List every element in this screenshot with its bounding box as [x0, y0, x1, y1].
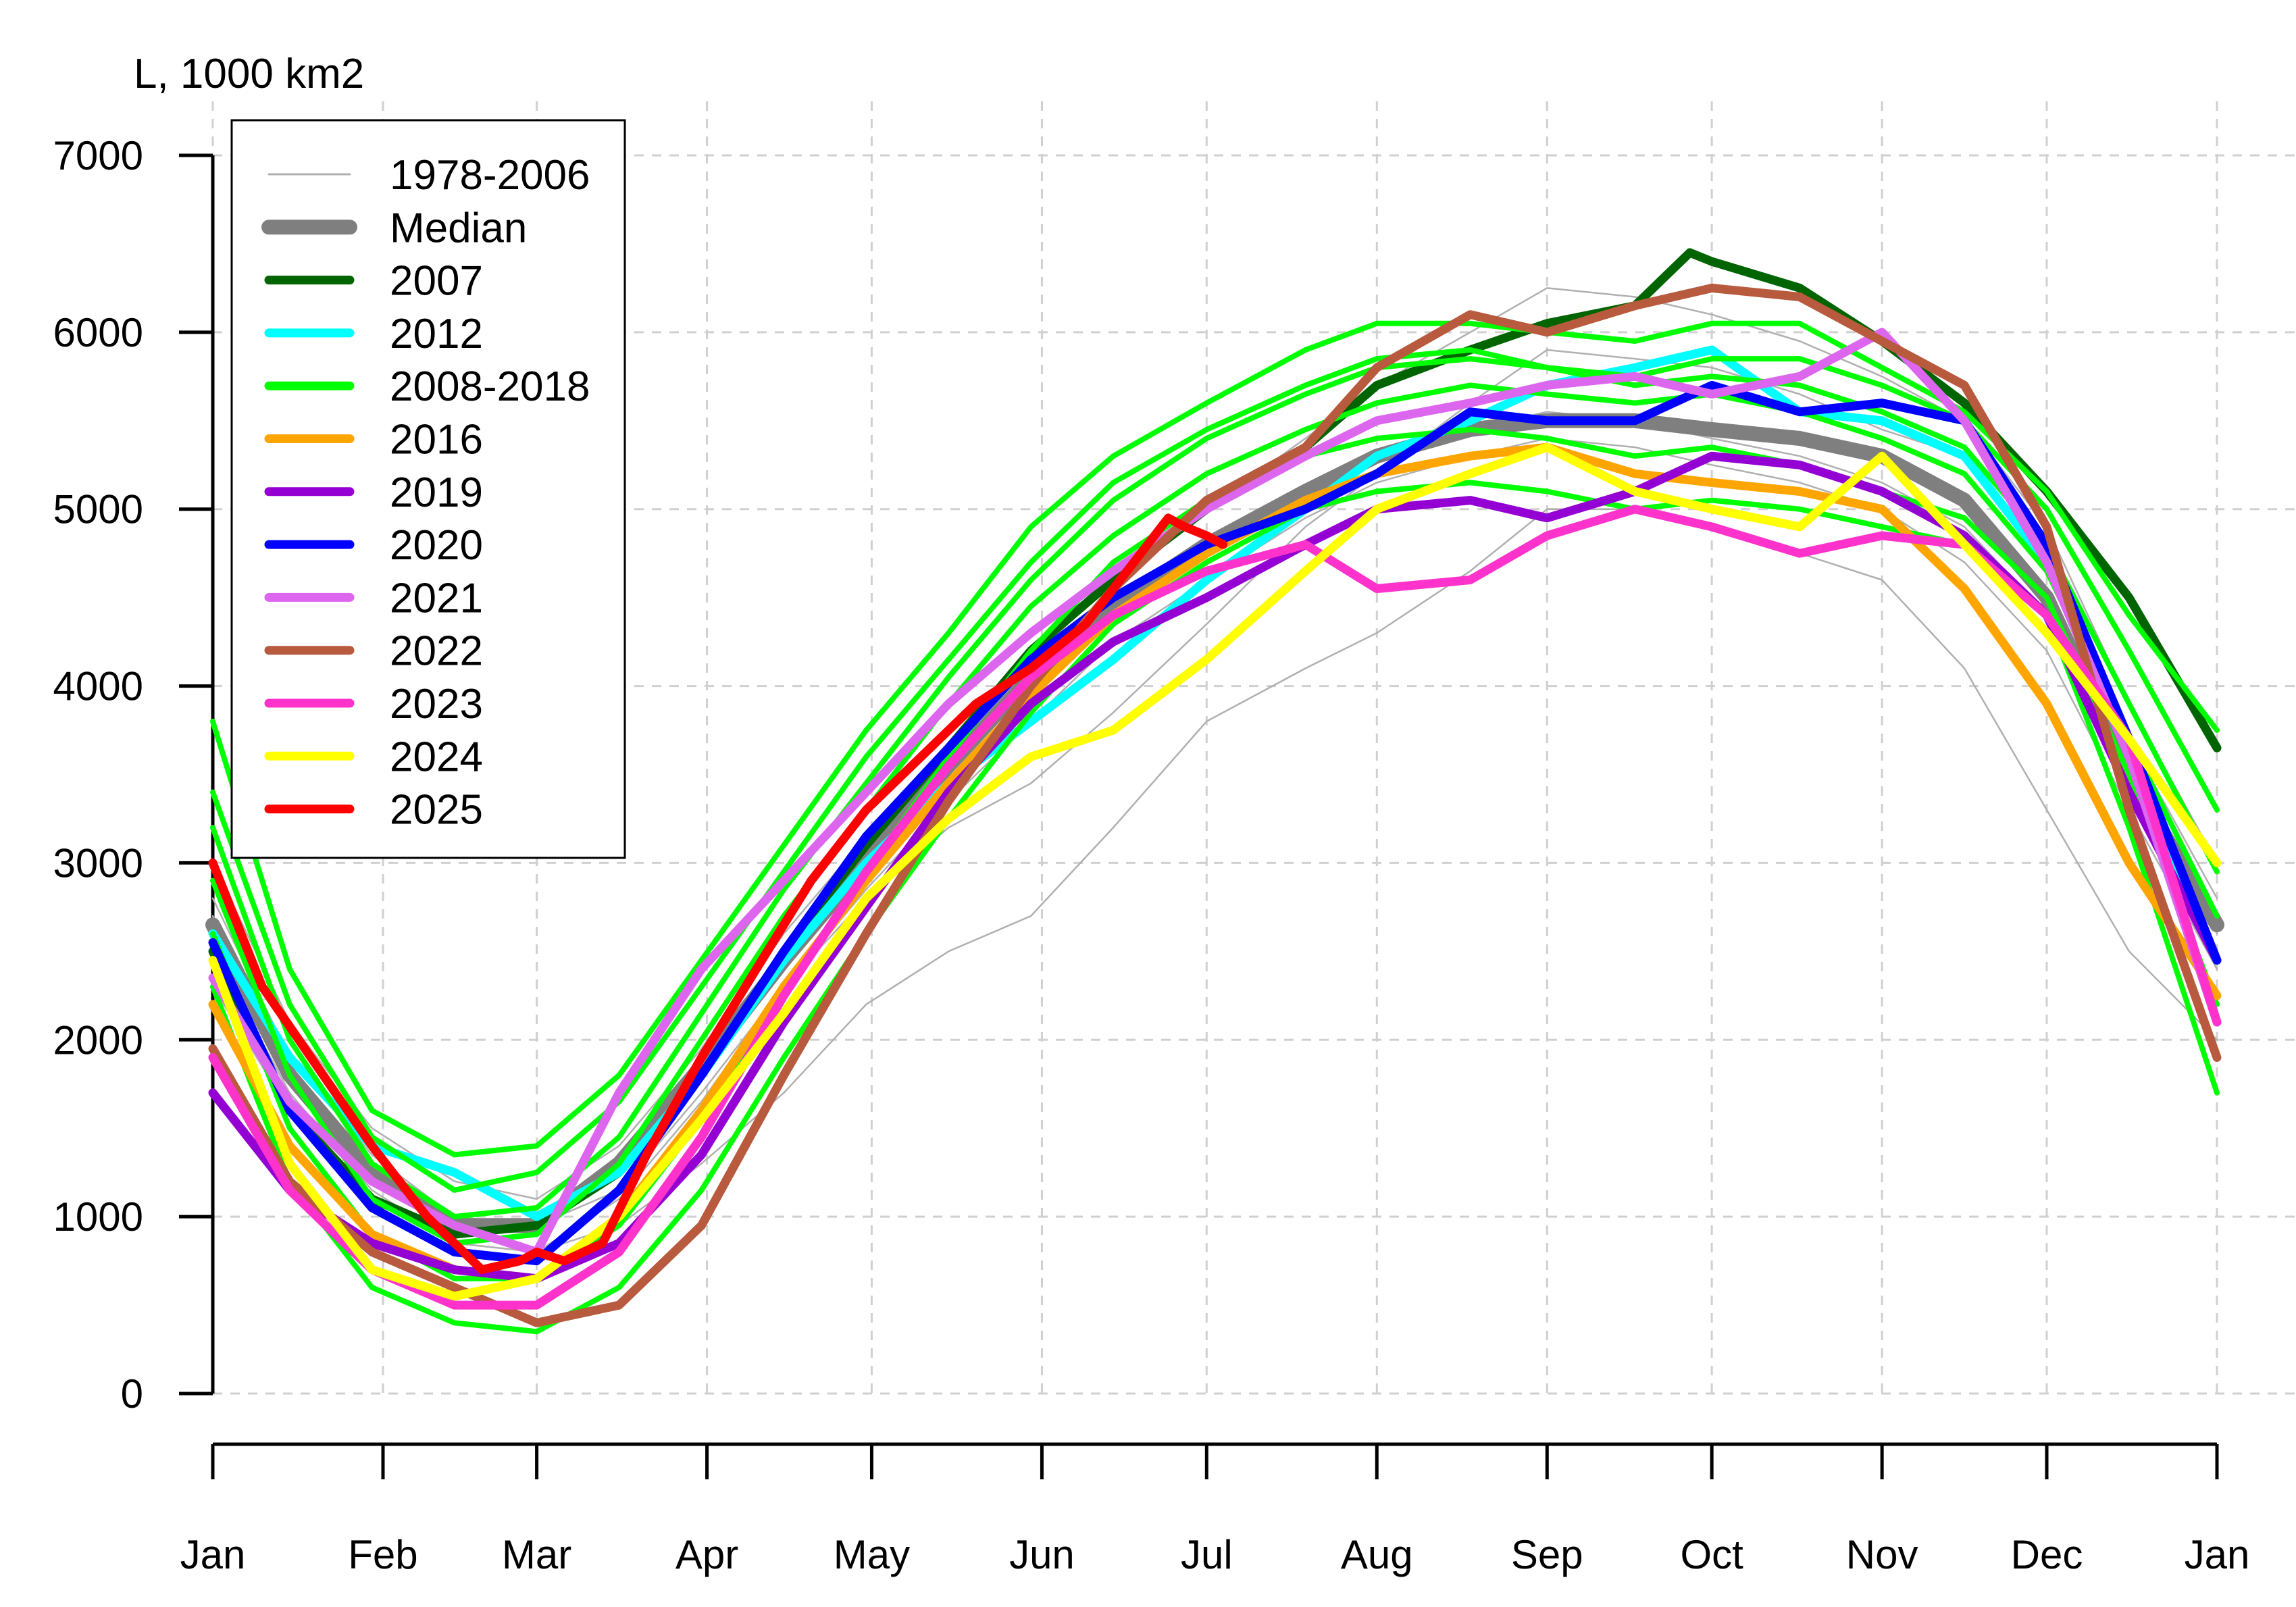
legend-label: 2021 — [390, 575, 483, 621]
x-tick-label: Nov — [1846, 1532, 1918, 1577]
series-line-2008-2018 — [210, 347, 2220, 1193]
x-tick-label: Aug — [1341, 1532, 1413, 1577]
legend-label: 2008-2018 — [390, 363, 590, 410]
x-tick-label: Oct — [1680, 1532, 1743, 1577]
series-line-2008-2018 — [210, 356, 2220, 1220]
legend-label: 1978-2006 — [390, 152, 590, 199]
legend-label: 2022 — [390, 628, 483, 675]
x-tick-label: Dec — [2011, 1532, 2083, 1577]
legend-label: 2007 — [390, 258, 483, 305]
x-tick-label: Jan — [2185, 1532, 2250, 1577]
x-tick-label: May — [834, 1532, 910, 1577]
x-tick-label: Mar — [502, 1532, 571, 1577]
x-tick-label: Jan — [180, 1532, 246, 1577]
series-line-2024 — [208, 442, 2222, 1301]
y-axis-title: L, 1000 km2 — [134, 51, 364, 97]
series-line-2022 — [208, 283, 2222, 1327]
legend-label: Median — [390, 205, 527, 251]
grid-lines — [211, 101, 2296, 1395]
legend-label: 2020 — [390, 522, 483, 569]
legend: 1978-2006 Median 2007 2012 2008-2018 2016 2019… — [230, 119, 626, 859]
legend-label: 2024 — [390, 734, 483, 780]
series-line-2008-2018 — [210, 480, 2220, 1335]
y-tick-label: 0 — [121, 1371, 143, 1417]
x-tick-label: Feb — [348, 1532, 417, 1577]
series-line-2025 — [208, 513, 1228, 1275]
y-tick-label: 3000 — [53, 840, 143, 886]
series-lines — [205, 248, 2224, 1335]
x-tick-label: Apr — [675, 1532, 738, 1577]
y-tick-label: 7000 — [53, 133, 143, 178]
y-tick-label: 5000 — [53, 487, 143, 532]
y-tick-label: 6000 — [53, 310, 143, 355]
legend-label: 2019 — [390, 469, 483, 516]
x-tick-label: Jul — [1181, 1532, 1233, 1577]
y-tick-label: 1000 — [53, 1194, 143, 1240]
series-line-2012 — [208, 345, 2222, 1221]
x-tick-label: Sep — [1511, 1532, 1583, 1577]
y-axis-ticks: 0 1000 2000 3000 4000 5000 6000 7000 — [53, 133, 213, 1417]
y-tick-label: 2000 — [53, 1017, 143, 1063]
legend-label: 2025 — [390, 787, 483, 834]
legend-label: 2023 — [390, 681, 483, 728]
legend-label: 2016 — [390, 417, 483, 463]
series-line-2020 — [208, 380, 2222, 1266]
x-axis-ticks: Jan Feb Mar Apr May Jun Jul Aug Sep Oct Nov Dec Jan — [180, 1444, 2250, 1577]
series-line-2023 — [208, 505, 2222, 1310]
series-line-2008-2018 — [210, 320, 2220, 1158]
legend-label: 2012 — [390, 311, 483, 357]
series-line-2008-2018 — [210, 382, 2220, 1246]
y-tick-label: 4000 — [53, 664, 143, 709]
x-tick-label: Jun — [1009, 1532, 1075, 1577]
